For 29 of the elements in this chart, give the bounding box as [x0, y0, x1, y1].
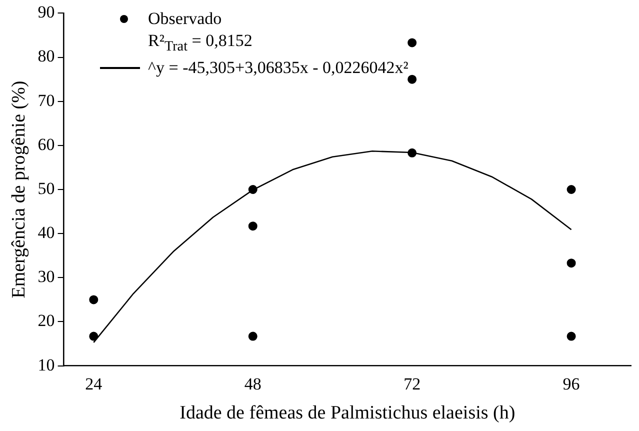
y-tick-label: 20 — [38, 311, 55, 330]
x-axis-title: Idade de fêmeas de Palmistichus elaeisis (h) — [180, 402, 516, 424]
point — [248, 185, 258, 194]
x-tick-label: 96 — [562, 374, 580, 394]
y-tick-label: 30 — [38, 267, 55, 286]
y-tick-label: 70 — [38, 90, 55, 110]
point — [248, 222, 258, 231]
point — [248, 332, 258, 341]
point — [566, 185, 576, 194]
x-tick-label: 24 — [85, 374, 103, 394]
x-tick-label: 48 — [244, 374, 262, 394]
point — [566, 332, 576, 341]
y-tick-label: 40 — [38, 223, 55, 242]
point — [408, 38, 417, 48]
point — [89, 332, 98, 341]
y-tick-label: 50 — [38, 178, 55, 198]
legend-label: ^y = -45,305+3,06835x - 0,0226042x² — [148, 57, 408, 80]
point — [566, 258, 576, 268]
y-tick-label: 80 — [38, 46, 55, 66]
annotation: R²$_{Trat}$ = 0,8152 — [148, 30, 252, 56]
x-tick-label: 72 — [404, 374, 421, 394]
y-tick-label: 10 — [38, 355, 55, 374]
legend-label: Observado — [148, 8, 222, 30]
point — [89, 295, 98, 304]
point — [408, 148, 417, 158]
point — [408, 74, 417, 84]
y-tick-label: 60 — [38, 134, 55, 154]
y-tick-label: 90 — [38, 2, 55, 22]
y-axis-title: Emergência de progênie (%) — [8, 80, 30, 298]
